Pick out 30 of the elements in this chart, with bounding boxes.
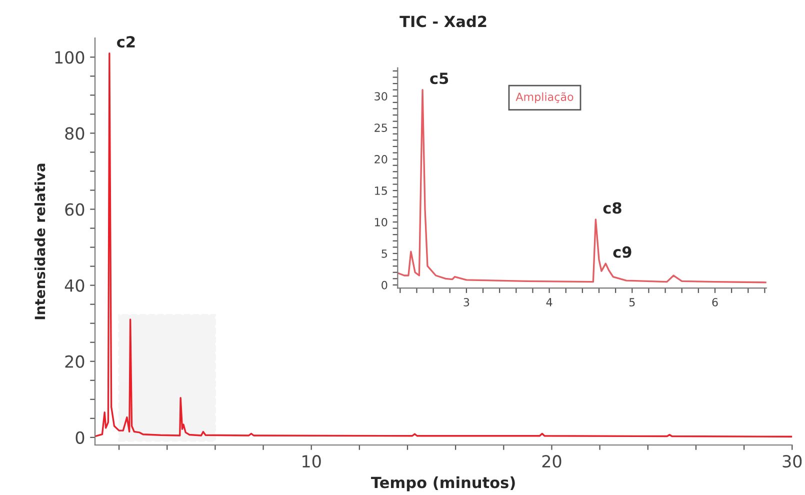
x-axis-title: Tempo (minutos) [371,476,515,492]
y-axis-title: Intensidade relativa [34,164,46,320]
x-tick-label: 10 [302,455,321,468]
x-tick-label: 20 [542,455,562,468]
line-series [398,89,766,284]
y-tick-label: 25 [374,124,387,132]
line-series [94,52,792,438]
y-tick-label: 20 [374,155,388,164]
y-tick-label: 80 [65,127,84,140]
y-tick-label: 5 [382,250,387,258]
annotation: c5 [430,72,448,84]
annotation: c2 [117,36,135,48]
annotation: c9 [613,246,632,258]
y-tick-label: 10 [375,218,388,226]
y-tick-label: 100 [55,51,84,64]
y-tick-label: 20 [65,355,84,368]
annotation: Ampliação [516,92,574,104]
x-tick-label: 3 [464,298,470,306]
x-tick-label: 5 [629,298,635,306]
y-tick-label: 0 [382,280,388,290]
y-tick-label: 30 [374,92,388,101]
y-tick-label: 40 [64,279,84,292]
x-tick-label: 6 [712,298,718,306]
chart-title: TIC - Xad2 [400,15,486,28]
y-tick-label: 15 [375,186,387,195]
x-tick-label: 30 [782,455,802,468]
x-tick-label: 4 [546,298,552,306]
annotation: c8 [603,202,622,214]
y-tick-label: 60 [65,203,84,216]
y-tick-label: 0 [76,431,84,444]
